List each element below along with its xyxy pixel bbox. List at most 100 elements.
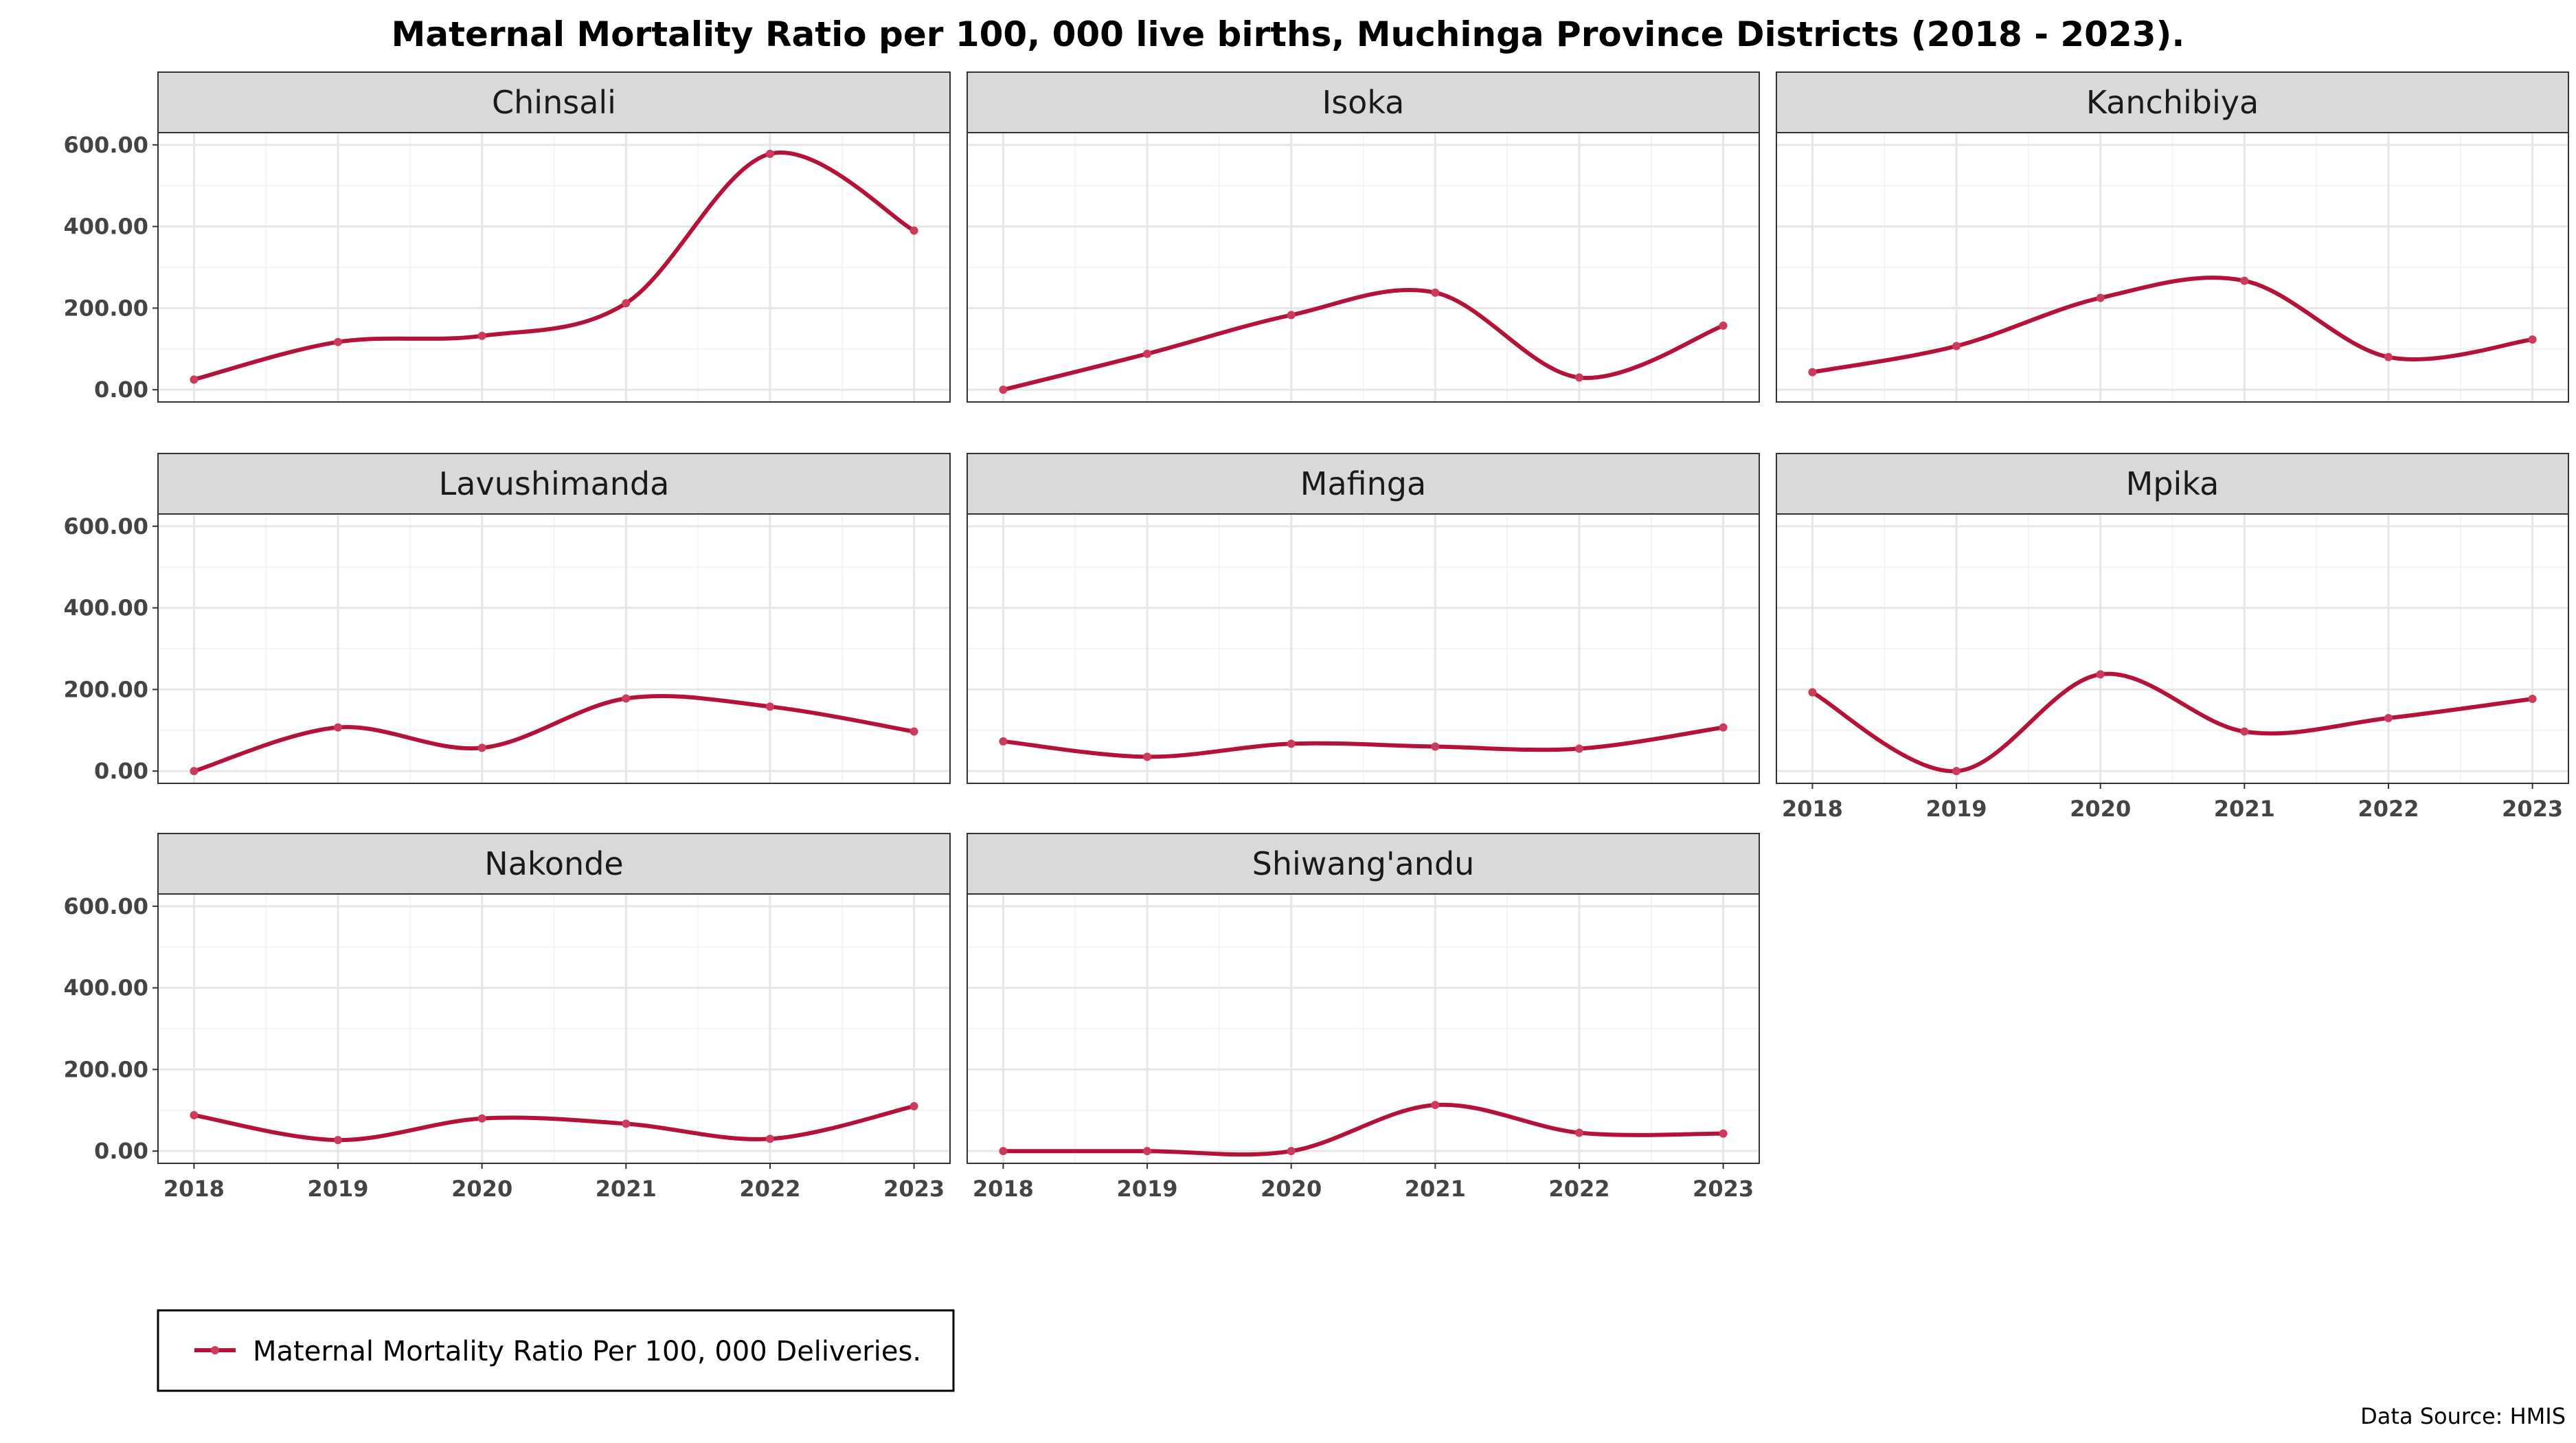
data-point (334, 337, 343, 346)
legend-box (157, 1309, 955, 1392)
x-tick-label: 2023 (1693, 1176, 1754, 1202)
panel-border (157, 132, 951, 403)
y-tick-label: 200.00 (64, 676, 148, 702)
x-tick-label: 2020 (451, 1176, 512, 1202)
y-tick-label: 200.00 (64, 295, 148, 321)
y-tick-label: 600.00 (64, 132, 148, 158)
x-tick-label: 2022 (2358, 796, 2419, 822)
data-point (477, 743, 486, 752)
data-point (765, 1134, 774, 1143)
legend-point (211, 1346, 219, 1354)
panels: Chinsali 0.00 200.00 400.00 600.00 Isoka Kanch… (64, 71, 2569, 1202)
data-point (999, 737, 1008, 746)
data-point (2528, 695, 2537, 704)
panel-strip-label: Shiwang'andu (1252, 845, 1475, 882)
data-point (622, 1119, 631, 1128)
panel-nakonde: Nakonde 0.00 200.00 400.00 600.00 2018 2019 202… (64, 833, 951, 1202)
series-line (1810, 671, 2535, 774)
legend: Maternal Mortality Ratio Per 100, 000 De… (157, 1309, 955, 1392)
x-tick-label: 2022 (1548, 1176, 1609, 1202)
data-point (2528, 335, 2537, 344)
series-line (192, 150, 916, 382)
data-point (999, 385, 1008, 394)
data-point (2096, 293, 2105, 302)
y-tick-label: 400.00 (64, 595, 148, 621)
panel-mpika: Mpika 2018 2019 2020 2021 2022 2023 (1776, 453, 2569, 822)
panel-strip (157, 453, 951, 515)
x-tick-label: 2020 (2070, 796, 2131, 822)
data-point (190, 1110, 199, 1119)
data-point (2240, 276, 2249, 285)
data-point (1143, 752, 1152, 761)
panel-strip-label: Nakonde (484, 845, 623, 882)
data-point (1431, 288, 1440, 297)
panel-strip-label: Isoka (1322, 84, 1405, 121)
chart-title: Maternal Mortality Ratio per 100, 000 li… (392, 14, 2185, 54)
x-tick-label: 2020 (1261, 1176, 1322, 1202)
y-tick-label: 0.00 (94, 758, 148, 784)
data-point (1574, 1128, 1583, 1137)
x-tick-label: 2022 (739, 1176, 800, 1202)
panel-strip-label: Lavushimanda (439, 465, 670, 502)
panel-strip (967, 71, 1760, 133)
panel-strip-label: Mafinga (1300, 465, 1426, 502)
panel-border (157, 513, 951, 784)
panel-isoka: Isoka (967, 71, 1760, 403)
data-point (999, 1147, 1008, 1156)
series-line (1001, 725, 1726, 759)
x-tick-label: 2019 (308, 1176, 369, 1202)
data-point (2240, 727, 2249, 736)
data-point (334, 723, 343, 732)
panel-strip (967, 833, 1760, 895)
panel-mafinga: Mafinga (967, 453, 1760, 784)
panel-border (967, 132, 1760, 403)
series-line (1001, 1102, 1726, 1157)
x-tick-label: 2019 (1926, 796, 1987, 822)
panel-strip (967, 453, 1760, 515)
y-tick-label: 600.00 (64, 513, 148, 539)
x-tick-label: 2023 (883, 1176, 945, 1202)
legend-label: Maternal Mortality Ratio Per 100, 000 De… (253, 1336, 921, 1367)
caption: Data Source: HMIS (2360, 1403, 2566, 1429)
panel-strip (1776, 453, 2569, 515)
data-point (1808, 368, 1817, 377)
data-point (909, 226, 918, 235)
series-line (1001, 287, 1726, 392)
data-point (909, 727, 918, 736)
data-point (1808, 688, 1817, 697)
data-point (334, 1136, 343, 1145)
panel-strip-label: Chinsali (492, 84, 616, 121)
panel-strip-label: Kanchibiya (2086, 84, 2259, 121)
x-tick-label: 2019 (1117, 1176, 1178, 1202)
data-point (1952, 342, 1961, 350)
y-tick-label: 0.00 (94, 377, 148, 403)
series-line (192, 694, 916, 774)
data-point (2384, 713, 2393, 722)
data-point (1287, 1147, 1296, 1156)
y-tick-label: 600.00 (64, 893, 148, 919)
data-point (1719, 321, 1728, 330)
data-point (765, 149, 774, 158)
series-line (1810, 276, 2535, 374)
y-tick-label: 400.00 (64, 214, 148, 240)
data-point (477, 331, 486, 340)
series-line (192, 1104, 916, 1143)
data-point (477, 1114, 486, 1123)
data-point (1952, 767, 1961, 776)
data-point (1143, 1147, 1152, 1156)
x-tick-label: 2023 (2502, 796, 2563, 822)
data-point (1287, 311, 1296, 320)
data-point (1143, 349, 1152, 358)
data-point (2384, 353, 2393, 361)
x-tick-label: 2018 (973, 1176, 1034, 1202)
x-tick-label: 2021 (1405, 1176, 1466, 1202)
panel-strip-label: Mpika (2126, 465, 2219, 502)
panel-border (157, 893, 951, 1164)
panel-border (967, 893, 1760, 1164)
data-point (1574, 744, 1583, 753)
y-tick-label: 0.00 (94, 1138, 148, 1164)
data-point (1574, 373, 1583, 382)
x-tick-label: 2021 (2214, 796, 2275, 822)
panel-border (1776, 132, 2569, 403)
